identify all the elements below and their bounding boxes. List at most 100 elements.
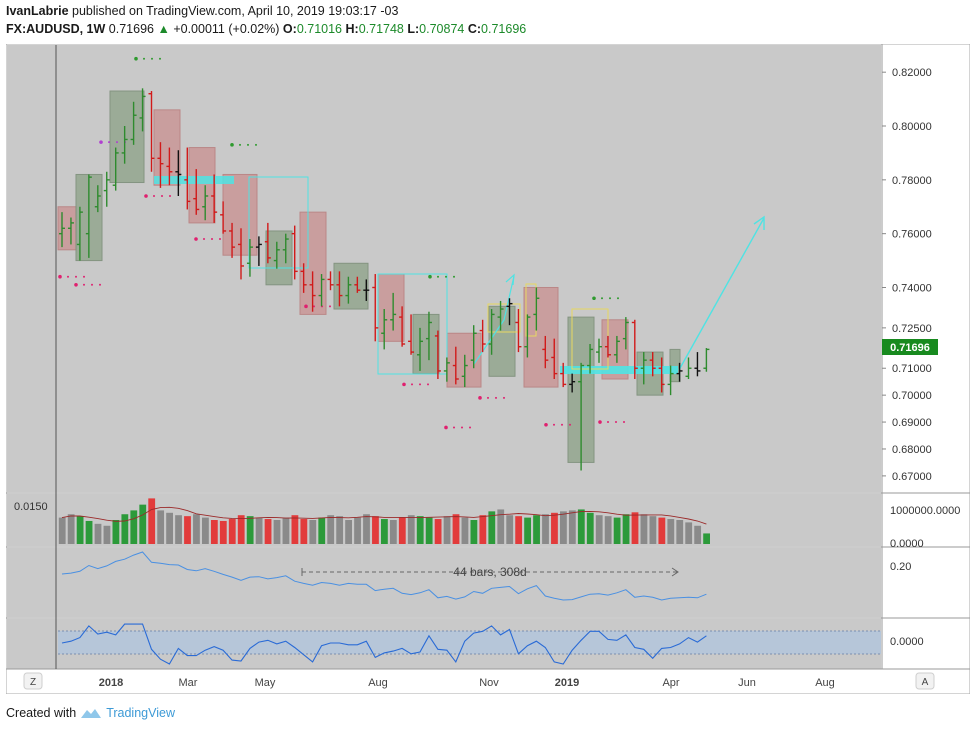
auto-scale-left-button[interactable]: Z <box>23 672 43 690</box>
price-tick-label: 0.76000 <box>892 229 932 241</box>
supply-box[interactable] <box>446 332 482 388</box>
demand-box[interactable] <box>488 305 516 377</box>
volume-bar <box>586 512 594 544</box>
zoom-button-label: Z <box>30 677 36 688</box>
signal-dot <box>592 296 596 301</box>
volume-bar <box>479 515 487 544</box>
last-price-marker: 0.71696 <box>882 339 938 355</box>
signal-dot <box>453 426 455 429</box>
auto-scale-right-button[interactable]: A <box>915 672 935 690</box>
symbol-label[interactable]: FX:AUDUSD, 1W <box>6 22 106 36</box>
indicator2-band <box>58 631 881 654</box>
volume-bar <box>416 516 424 544</box>
last-price-text: 0.71696 <box>890 342 930 354</box>
signal-dot <box>91 283 93 286</box>
volume-bar <box>336 516 344 544</box>
volume-bar <box>667 519 675 544</box>
low-label: L: <box>407 22 420 36</box>
price-tick-label: 0.68000 <box>892 444 932 456</box>
volume-bar <box>130 510 138 544</box>
volume-bar <box>461 517 469 544</box>
time-axis-labels: 2018 Mar May Aug Nov 2019 Apr Jun Aug <box>99 677 835 689</box>
symbol-info-bar: FX:AUDUSD, 1W 0.71696 ▲ +0.00011 (+0.02%… <box>6 22 526 36</box>
auto-button-bg[interactable] <box>915 672 935 690</box>
supply-box[interactable] <box>57 206 77 251</box>
signal-dot <box>544 422 548 427</box>
time-label: 2019 <box>555 677 579 689</box>
author-name[interactable]: IvanLabrie <box>6 4 69 18</box>
volume-bar <box>246 516 254 544</box>
volume-bar <box>237 515 245 544</box>
volume-bar <box>515 516 523 544</box>
demand-box[interactable] <box>109 90 145 184</box>
signal-dot <box>67 275 69 278</box>
signal-dot <box>304 304 308 309</box>
range-rectangle[interactable] <box>377 273 448 375</box>
indicator1-line[interactable] <box>61 551 707 601</box>
signal-dot <box>58 274 62 279</box>
signal-dot <box>601 297 603 300</box>
time-label: Aug <box>815 677 835 689</box>
supply-box[interactable] <box>523 286 559 388</box>
signal-dot <box>239 143 241 146</box>
volume-bar <box>58 517 66 544</box>
volume-bar <box>381 519 388 544</box>
projection-arrow[interactable] <box>473 275 515 365</box>
signal-dot <box>169 194 171 197</box>
supply-box[interactable] <box>153 109 181 186</box>
time-axis[interactable] <box>7 670 969 693</box>
volume-bar <box>94 523 102 544</box>
projection-arrow[interactable] <box>678 217 765 371</box>
yellow-box[interactable] <box>487 303 521 333</box>
volume-bar <box>506 515 514 544</box>
chart-area[interactable]: 0.82000 0.80000 0.78000 0.76000 0.74000 0.725… <box>6 44 970 694</box>
price-axis-labels: 0.82000 0.80000 0.78000 0.76000 0.74000 0.725… <box>882 67 932 483</box>
support-zone[interactable] <box>560 366 678 374</box>
volume-bar <box>219 520 227 544</box>
signal-dot <box>74 283 78 287</box>
volume-bar <box>658 517 666 544</box>
signal-dot <box>116 141 118 144</box>
tradingview-link[interactable]: TradingView <box>106 706 175 720</box>
zone-overlays <box>154 176 765 375</box>
measure-arrow-icon <box>671 567 679 577</box>
price-tick-label: 0.82000 <box>892 67 932 79</box>
range-rectangle[interactable] <box>248 176 309 269</box>
close-value: 0.71696 <box>481 22 527 36</box>
time-label: 2018 <box>99 677 123 689</box>
price-change: +0.00011 (+0.02%) <box>173 22 280 36</box>
signal-dot <box>461 426 463 429</box>
signal-dot <box>108 141 110 144</box>
supply-box[interactable] <box>377 273 405 342</box>
volume-bar <box>577 509 585 544</box>
volume-tick-high: 1000000.0000 <box>890 505 960 517</box>
signal-dot <box>230 143 234 147</box>
volume-bar <box>676 520 684 544</box>
signal-dot <box>161 194 163 197</box>
zoom-button-bg[interactable] <box>23 672 43 690</box>
candlesticks <box>59 88 710 471</box>
resistance-zone[interactable] <box>154 176 234 184</box>
volume-bar <box>613 517 621 544</box>
signal-dot <box>419 383 421 386</box>
demand-box[interactable] <box>669 348 681 383</box>
volume-bar <box>255 517 263 544</box>
volume-bar <box>175 515 182 544</box>
volume-bar <box>452 514 460 544</box>
volume-bar <box>568 510 576 544</box>
supply-box[interactable] <box>222 173 258 256</box>
volume-bar <box>398 517 406 544</box>
signal-dot <box>437 275 439 278</box>
high-value: 0.71748 <box>358 22 404 36</box>
time-label: Aug <box>368 677 388 689</box>
signal-dot <box>203 238 205 241</box>
price-axis[interactable] <box>882 45 969 669</box>
indicator1-pane[interactable] <box>7 548 881 617</box>
signal-dot <box>609 297 611 300</box>
indicator2-line[interactable] <box>61 623 707 665</box>
measure-label: 44 bars, 308d <box>453 565 526 579</box>
supply-box[interactable] <box>188 147 216 224</box>
signal-dot <box>99 283 101 286</box>
demand-box[interactable] <box>412 313 440 375</box>
signal-dot <box>495 396 497 399</box>
